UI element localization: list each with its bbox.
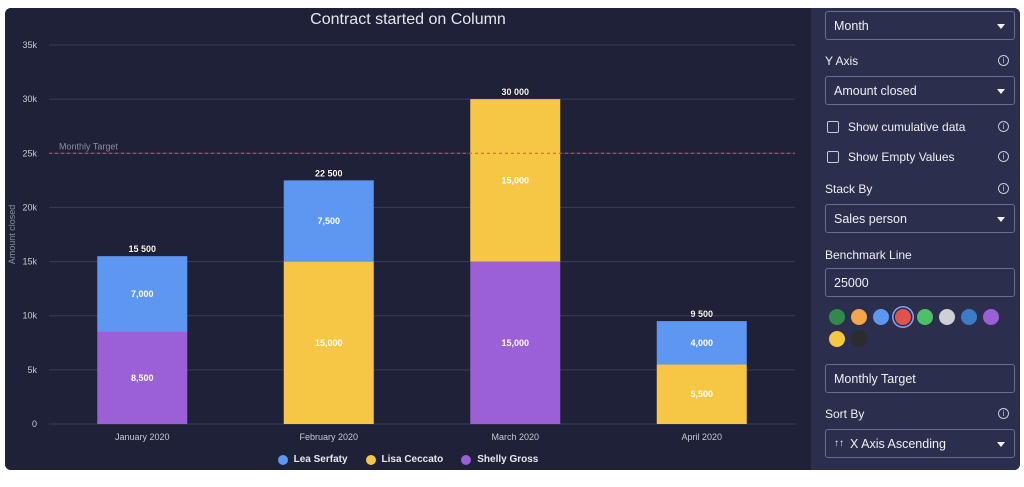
bar-segment	[656, 364, 747, 424]
y-tick-label: 20k	[22, 202, 37, 212]
legend-item-shelly-gross[interactable]: Shelly Gross	[461, 454, 538, 465]
y-tick-label: 30k	[22, 94, 37, 104]
total-label: 30 000	[501, 87, 529, 97]
color-swatch[interactable]	[851, 309, 867, 325]
chevron-down-icon	[997, 89, 1005, 94]
data-label: 8,500	[131, 373, 154, 383]
x-tick-label: March 2020	[491, 432, 539, 442]
x-tick-label: April 2020	[681, 432, 722, 442]
data-label: 15,000	[501, 338, 529, 348]
bar-segment	[97, 256, 188, 332]
benchmark-value-input[interactable]	[825, 268, 1015, 297]
bar-segment	[283, 261, 374, 424]
y-axis-label: Y Axis	[825, 54, 859, 68]
color-swatch[interactable]	[873, 309, 889, 325]
bar-segment	[470, 261, 561, 424]
color-swatch[interactable]	[917, 309, 933, 325]
bar-segment	[656, 321, 747, 365]
x-tick-label: February 2020	[299, 432, 358, 442]
chart-widget: Contract started on Column 0 5k 10k 15k 20k 2…	[5, 8, 1020, 470]
sort-ascending-icon: ↑↑	[834, 438, 844, 449]
legend-item-lisa-ceccato[interactable]: Lisa Ceccato	[365, 454, 444, 465]
legend-label: Lisa Ceccato	[381, 454, 444, 465]
chevron-down-icon	[997, 24, 1005, 29]
chevron-down-icon	[997, 217, 1005, 222]
legend-label: Lea Serfaty	[293, 454, 348, 465]
bar-segment	[283, 180, 374, 262]
stack-by-value: Sales person	[834, 211, 907, 226]
x-tick-label: January 2020	[115, 432, 170, 442]
data-label: 4,000	[690, 338, 713, 348]
color-swatch[interactable]	[895, 309, 911, 325]
chevron-down-icon	[997, 442, 1005, 447]
y-tick-label: 35k	[22, 40, 37, 50]
sort-by-value: X Axis Ascending	[850, 436, 946, 451]
x-axis-group-value: Month	[834, 18, 869, 33]
color-swatch[interactable]	[961, 309, 977, 325]
info-icon[interactable]: i	[998, 151, 1009, 162]
y-axis-label: Amount closed	[7, 205, 17, 265]
empty-values-checkbox[interactable]	[827, 151, 839, 163]
chart-area: Contract started on Column 0 5k 10k 15k 20k 2…	[5, 8, 811, 470]
info-icon[interactable]: i	[998, 408, 1009, 419]
y-tick-label: 10k	[22, 311, 37, 321]
y-tick-label: 5k	[27, 365, 37, 375]
color-swatch[interactable]	[983, 309, 999, 325]
stack-by-select[interactable]: Sales person	[825, 204, 1015, 233]
total-label: 22 500	[315, 168, 343, 178]
stack-by-label: Stack By	[825, 182, 873, 196]
data-label: 15,000	[501, 175, 529, 185]
cumulative-label: Show cumulative data	[848, 120, 966, 134]
y-tick-label: 0	[32, 419, 37, 429]
chart-title: Contract started on Column	[310, 11, 506, 28]
bar-segment	[470, 99, 561, 262]
y-tick-label: 25k	[22, 148, 37, 158]
y-tick-label: 15k	[22, 257, 37, 267]
legend-label: Shelly Gross	[477, 454, 539, 465]
info-icon[interactable]: i	[998, 121, 1009, 132]
y-axis-select[interactable]: Amount closed	[825, 76, 1015, 105]
data-label: 15,000	[315, 338, 343, 348]
chart-settings-panel: Month Y Axis i Amount closed Show cumula…	[811, 8, 1020, 470]
chart-legend: Lea Serfaty Lisa Ceccato Shelly Gross	[5, 454, 811, 465]
x-axis-group-select[interactable]: Month	[825, 11, 1015, 40]
benchmark-name-input[interactable]	[825, 364, 1015, 393]
total-label: 9 500	[690, 309, 713, 319]
empty-values-label: Show Empty Values	[848, 150, 955, 164]
legend-dot-shelly	[461, 454, 472, 465]
sort-by-label: Sort By	[825, 407, 865, 421]
bar-chart: 0 5k 10k 15k 20k 25k 30k 35k Amount closed 8,500 7…	[7, 40, 795, 442]
data-label: 5,500	[690, 389, 713, 399]
data-label: 7,000	[131, 289, 154, 299]
legend-item-lea-serfaty[interactable]: Lea Serfaty	[277, 454, 348, 465]
info-icon[interactable]: i	[998, 183, 1009, 194]
total-label: 15 500	[128, 244, 156, 254]
color-swatch[interactable]	[829, 309, 845, 325]
legend-dot-lisa	[365, 454, 376, 465]
color-swatch[interactable]	[939, 309, 955, 325]
legend-dot-lea	[277, 454, 288, 465]
sort-by-select[interactable]: ↑↑ X Axis Ascending	[825, 429, 1015, 458]
data-label: 7,500	[317, 216, 340, 226]
cumulative-checkbox[interactable]	[827, 121, 839, 133]
color-swatch[interactable]	[829, 331, 845, 347]
y-axis-value: Amount closed	[834, 83, 917, 98]
bar-segment	[97, 331, 188, 424]
color-swatch[interactable]	[851, 331, 867, 347]
info-icon[interactable]: i	[998, 55, 1009, 66]
benchmark-line-label: Benchmark Line	[825, 248, 912, 262]
benchmark-label: Monthly Target	[59, 141, 118, 151]
